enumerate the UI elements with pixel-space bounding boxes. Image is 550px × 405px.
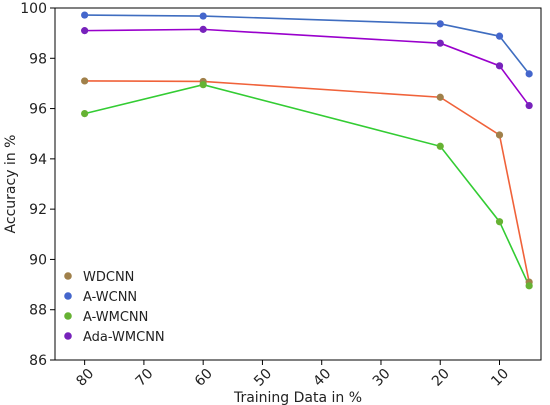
data-point-a-wmcnn xyxy=(81,110,89,118)
series-markers xyxy=(81,11,533,290)
series-lines xyxy=(84,14,530,287)
data-point-ada-wmcnn xyxy=(81,27,89,35)
data-point-ada-wmcnn xyxy=(495,62,504,70)
y-axis-label: Accuracy in % xyxy=(3,135,19,234)
data-point-a-wmcnn xyxy=(525,282,533,290)
x-tick-label: 10 xyxy=(488,366,512,390)
x-tick-label: 30 xyxy=(370,366,394,390)
legend: WDCNN A-WCNN A-WMCNN Ada-WMCNN xyxy=(64,270,165,345)
series-line-ada-wmcnn xyxy=(84,28,530,107)
data-point-wdcnn xyxy=(495,131,504,139)
data-point-ada-wmcnn xyxy=(199,25,207,33)
series-line-a-wmcnn xyxy=(84,83,530,287)
legend-marker xyxy=(64,312,72,320)
legend-label: Ada-WMCNN xyxy=(83,330,165,345)
y-tick-label: 96 xyxy=(29,102,47,118)
data-point-ada-wmcnn xyxy=(436,39,444,47)
data-point-a-wcnn xyxy=(81,11,89,19)
data-point-a-wcnn xyxy=(525,70,533,78)
data-point-a-wmcnn xyxy=(199,81,207,89)
data-point-wdcnn xyxy=(81,77,89,85)
y-axis: 86 88 90 92 94 96 98 100 xyxy=(20,1,55,369)
x-tick-label: 40 xyxy=(310,366,334,390)
data-point-a-wmcnn xyxy=(495,218,504,226)
legend-label: A-WCNN xyxy=(83,290,137,305)
legend-marker xyxy=(64,292,72,300)
y-tick-label: 86 xyxy=(29,353,47,369)
data-point-wdcnn xyxy=(436,93,444,101)
legend-marker xyxy=(64,332,72,340)
legend-marker xyxy=(64,272,72,280)
series-line-a-wcnn xyxy=(84,14,530,75)
x-tick-label: 70 xyxy=(133,366,157,390)
y-tick-label: 94 xyxy=(29,152,47,168)
data-point-ada-wmcnn xyxy=(525,101,533,110)
x-tick-label: 60 xyxy=(192,366,216,390)
x-tick-label: 20 xyxy=(429,366,453,390)
data-point-a-wcnn xyxy=(495,32,504,40)
x-axis-label: Training Data in % xyxy=(233,390,362,405)
y-tick-label: 90 xyxy=(29,252,47,268)
legend-label: A-WMCNN xyxy=(83,310,148,325)
y-tick-label: 92 xyxy=(29,202,47,218)
plot-frame xyxy=(54,7,542,361)
x-tick-label: 80 xyxy=(73,366,97,390)
legend-label: WDCNN xyxy=(83,270,134,285)
y-tick-label: 88 xyxy=(29,303,47,319)
x-axis: 80 70 60 50 40 30 20 10 xyxy=(73,360,512,390)
data-point-a-wcnn xyxy=(199,12,207,20)
x-tick-label: 50 xyxy=(251,366,275,390)
y-tick-label: 98 xyxy=(29,51,47,67)
data-point-a-wmcnn xyxy=(436,142,444,150)
data-point-a-wcnn xyxy=(436,20,444,28)
y-tick-label: 100 xyxy=(20,1,47,17)
